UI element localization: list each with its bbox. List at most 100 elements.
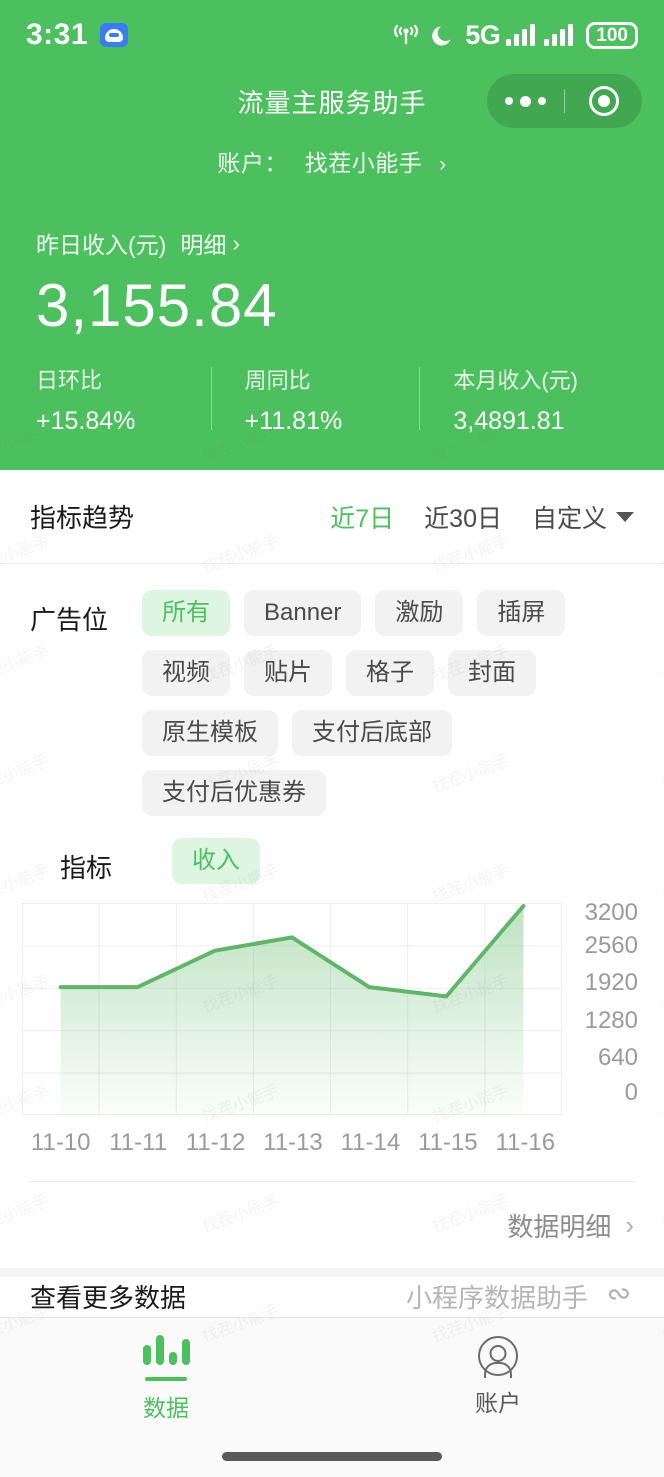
moon-icon (432, 26, 451, 46)
stat-day-over-day: 日环比 +15.84% (36, 363, 211, 436)
stat-label: 周同比 (244, 368, 311, 393)
x-tick: 11-14 (340, 1129, 401, 1156)
chip-ad-slot-incentive[interactable]: 激励 (375, 590, 464, 636)
chip-ad-slot-post-pay-bottom[interactable]: 支付后底部 (292, 710, 452, 756)
metric-filter-row: 指标 收入 (30, 816, 634, 893)
card-gap (0, 1268, 664, 1277)
stat-label: 本月收入(元) (453, 368, 578, 393)
more-menu-button[interactable] (487, 95, 564, 107)
ad-slot-label: 广告位 (30, 605, 109, 635)
x-tick: 11-15 (418, 1129, 478, 1156)
bar-chart-baseline (145, 1376, 187, 1381)
chevron-down-icon (616, 511, 634, 522)
y-tick: 3200 (584, 899, 638, 926)
chip-ad-slot-grid[interactable]: 格子 (346, 650, 434, 696)
close-miniprogram-button[interactable] (565, 86, 642, 116)
income-detail-link[interactable]: 明细 › (180, 226, 240, 260)
bottom-tab-bar: 数据 账户 (0, 1317, 664, 1435)
chip-ad-slot-interstitial[interactable]: 插屏 (477, 590, 566, 636)
chip-ad-slot-cover[interactable]: 封面 (448, 650, 536, 696)
income-label: 昨日收入(元) (36, 232, 167, 258)
chart-area-fill (60, 906, 524, 1115)
stat-week-over-week: 周同比 +11.81% (210, 363, 420, 436)
bar-chart-icon (142, 1331, 190, 1365)
tab-account[interactable]: 账户 (332, 1318, 664, 1435)
ad-slot-chip-list: 所有 Banner 激励 插屏 视频 贴片 格子 封面 原生模板 支付后底部 支… (142, 590, 634, 816)
y-tick: 0 (624, 1078, 638, 1106)
stat-value: +11.81% (244, 407, 343, 435)
chart-line (58, 904, 526, 999)
chip-ad-slot-all[interactable]: 所有 (142, 590, 230, 636)
trend-title: 指标趋势 (30, 503, 135, 533)
tab-last-7-days[interactable]: 近7日 (330, 504, 395, 533)
android-robot-icon (100, 23, 129, 47)
chip-ad-slot-video[interactable]: 视频 (142, 650, 230, 696)
chip-metric-income[interactable]: 收入 (172, 838, 260, 884)
more-dots-icon (505, 95, 546, 107)
chart-plot-area (22, 903, 562, 1115)
status-time: 3:31 (26, 18, 89, 51)
income-detail-label: 明细 (180, 232, 227, 258)
range-tabs: 近7日 近30日 自定义 (330, 499, 634, 535)
tab-data[interactable]: 数据 (0, 1318, 332, 1435)
hotspot-icon (394, 24, 419, 45)
metric-chip-list: 收入 (172, 838, 604, 884)
more-data-row: 查看更多数据 小程序数据助手 (0, 1276, 664, 1317)
x-tick: 11-11 (109, 1129, 168, 1156)
green-header: 3:31 5G 100 (0, 0, 664, 470)
user-icon (478, 1335, 518, 1376)
y-tick: 2560 (584, 931, 638, 959)
chip-ad-slot-banner[interactable]: Banner (244, 590, 362, 636)
income-stats: 日环比 +15.84% 周同比 +11.81% 本月收入(元) 3,4891.8… (36, 363, 628, 470)
stat-value: 3,4891.81 (453, 407, 565, 435)
x-tick: 11-12 (185, 1129, 246, 1156)
tab-last-30-days[interactable]: 近30日 (424, 504, 502, 533)
stat-month-income: 本月收入(元) 3,4891.81 (419, 363, 628, 436)
chip-ad-slot-patch[interactable]: 贴片 (244, 650, 332, 696)
battery-level: 100 (596, 24, 628, 46)
chevron-right-icon: › (439, 153, 447, 176)
trend-header: 指标趋势 近7日 近30日 自定义 (0, 470, 664, 564)
miniprogram-link-icon (604, 1279, 634, 1315)
signal-bars-icon (544, 24, 574, 46)
ad-slot-filter-row: 广告位 所有 Banner 激励 插屏 视频 贴片 格子 封面 原生模板 支付后… (30, 590, 634, 816)
chip-ad-slot-native[interactable]: 原生模板 (142, 710, 278, 756)
network-type-label: 5G (465, 19, 501, 50)
chip-ad-slot-post-pay-coupon[interactable]: 支付后优惠券 (142, 770, 326, 816)
miniprogram-link[interactable]: 小程序数据助手 (406, 1278, 634, 1315)
income-summary: 昨日收入(元) 明细 › 3,155.84 日环比 +15.84% 周同比 +1… (0, 184, 664, 470)
target-icon (588, 86, 619, 116)
chart-y-axis: 3200 2560 1920 1280 640 0 (562, 899, 638, 1115)
account-name: 找茬小能手 (304, 150, 423, 176)
stat-label: 日环比 (36, 368, 103, 393)
content-scroll: 指标趋势 近7日 近30日 自定义 广告位 所有 Banner 激励 (0, 470, 664, 1317)
chevron-right-icon: › (625, 1209, 634, 1240)
status-bar: 3:31 5G 100 (0, 0, 664, 70)
section-divider (30, 1181, 634, 1182)
stat-value: +15.84% (36, 407, 136, 435)
tab-account-label: 账户 (475, 1389, 521, 1416)
account-label: 账户： (217, 150, 288, 176)
battery-icon: 100 (586, 21, 638, 49)
signal-bars-icon (506, 24, 536, 46)
income-amount: 3,155.84 (36, 272, 278, 339)
x-tick: 11-10 (30, 1129, 91, 1156)
trend-card: 指标趋势 近7日 近30日 自定义 广告位 所有 Banner 激励 (0, 470, 664, 1268)
data-detail-link[interactable]: 数据明细 › (0, 1182, 664, 1268)
chart-svg (22, 903, 562, 1115)
account-switcher[interactable]: 账户： 找茬小能手 › (0, 132, 664, 184)
tab-data-label: 数据 (143, 1394, 189, 1421)
trend-chart: 3200 2560 1920 1280 640 0 (0, 897, 664, 1115)
home-indicator-area (0, 1435, 664, 1477)
tab-custom-range[interactable]: 自定义 (532, 499, 634, 535)
page-title: 流量主服务助手 (237, 87, 427, 118)
miniprogram-link-label: 小程序数据助手 (405, 1283, 588, 1314)
capsule-divider (564, 89, 565, 113)
x-tick: 11-16 (495, 1129, 556, 1156)
chevron-right-icon: › (232, 229, 240, 256)
tab-custom-label: 自定义 (531, 504, 607, 533)
metric-label: 指标 (60, 853, 113, 883)
miniprogram-capsule[interactable] (487, 74, 642, 128)
home-indicator[interactable] (222, 1451, 442, 1461)
